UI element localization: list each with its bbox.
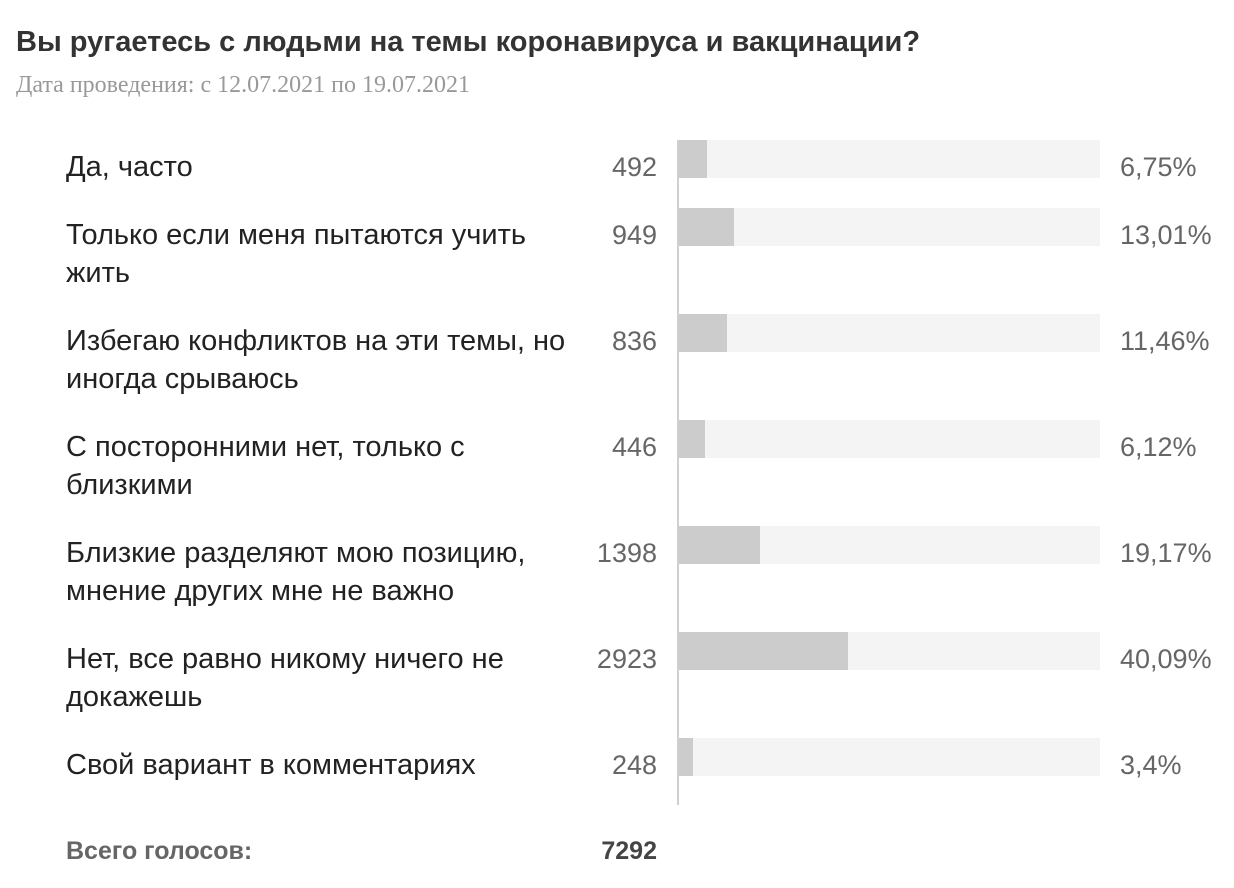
bar-track (679, 208, 1100, 246)
poll-title: Вы ругаетесь с людьми на темы коронавиру… (16, 26, 921, 58)
vote-count: 492 (611, 152, 657, 182)
percent-label: 11,46% (1120, 326, 1210, 356)
bar-track (679, 526, 1100, 564)
bar-fill (679, 314, 727, 352)
total-votes-label: Всего голосов: (66, 837, 253, 865)
percent-label: 13,01% (1120, 220, 1212, 250)
bar-fill (679, 208, 734, 246)
option-label: Близкие разделяют мою позицию, мнение др… (66, 537, 526, 607)
bar-fill (679, 420, 705, 458)
option-label: Избегаю конфликтов на эти темы, но иногд… (66, 325, 566, 395)
percent-label: 3,4% (1120, 750, 1182, 780)
bar-track (679, 632, 1100, 670)
percent-label: 19,17% (1120, 538, 1212, 568)
percent-label: 6,12% (1120, 432, 1197, 462)
option-label: Свой вариант в комментариях (66, 749, 476, 781)
vote-count: 836 (611, 326, 657, 356)
option-label: Только если меня пытаются учить жить (66, 219, 526, 289)
percent-label: 40,09% (1120, 644, 1212, 674)
bar-track (679, 140, 1100, 178)
percent-label: 6,75% (1120, 152, 1197, 182)
total-votes-value: 7292 (601, 837, 657, 865)
vote-count: 1398 (596, 538, 657, 568)
option-label: Да, часто (66, 151, 193, 183)
vote-count: 446 (611, 432, 657, 462)
bar-fill (679, 140, 707, 178)
bar-track (679, 738, 1100, 776)
vote-count: 248 (611, 750, 657, 780)
bar-fill (679, 738, 693, 776)
option-label: С посторонними нет, только с близкими (66, 431, 465, 501)
vote-count: 2923 (596, 644, 657, 674)
axis-line (677, 140, 679, 805)
option-label: Нет, все равно никому ничего не докажешь (66, 643, 504, 713)
bar-track (679, 314, 1100, 352)
vote-count: 949 (611, 220, 657, 250)
bar-fill (679, 526, 760, 564)
poll-date: Дата проведения: с 12.07.2021 по 19.07.2… (16, 72, 470, 98)
bar-fill (679, 632, 848, 670)
bar-track (679, 420, 1100, 458)
